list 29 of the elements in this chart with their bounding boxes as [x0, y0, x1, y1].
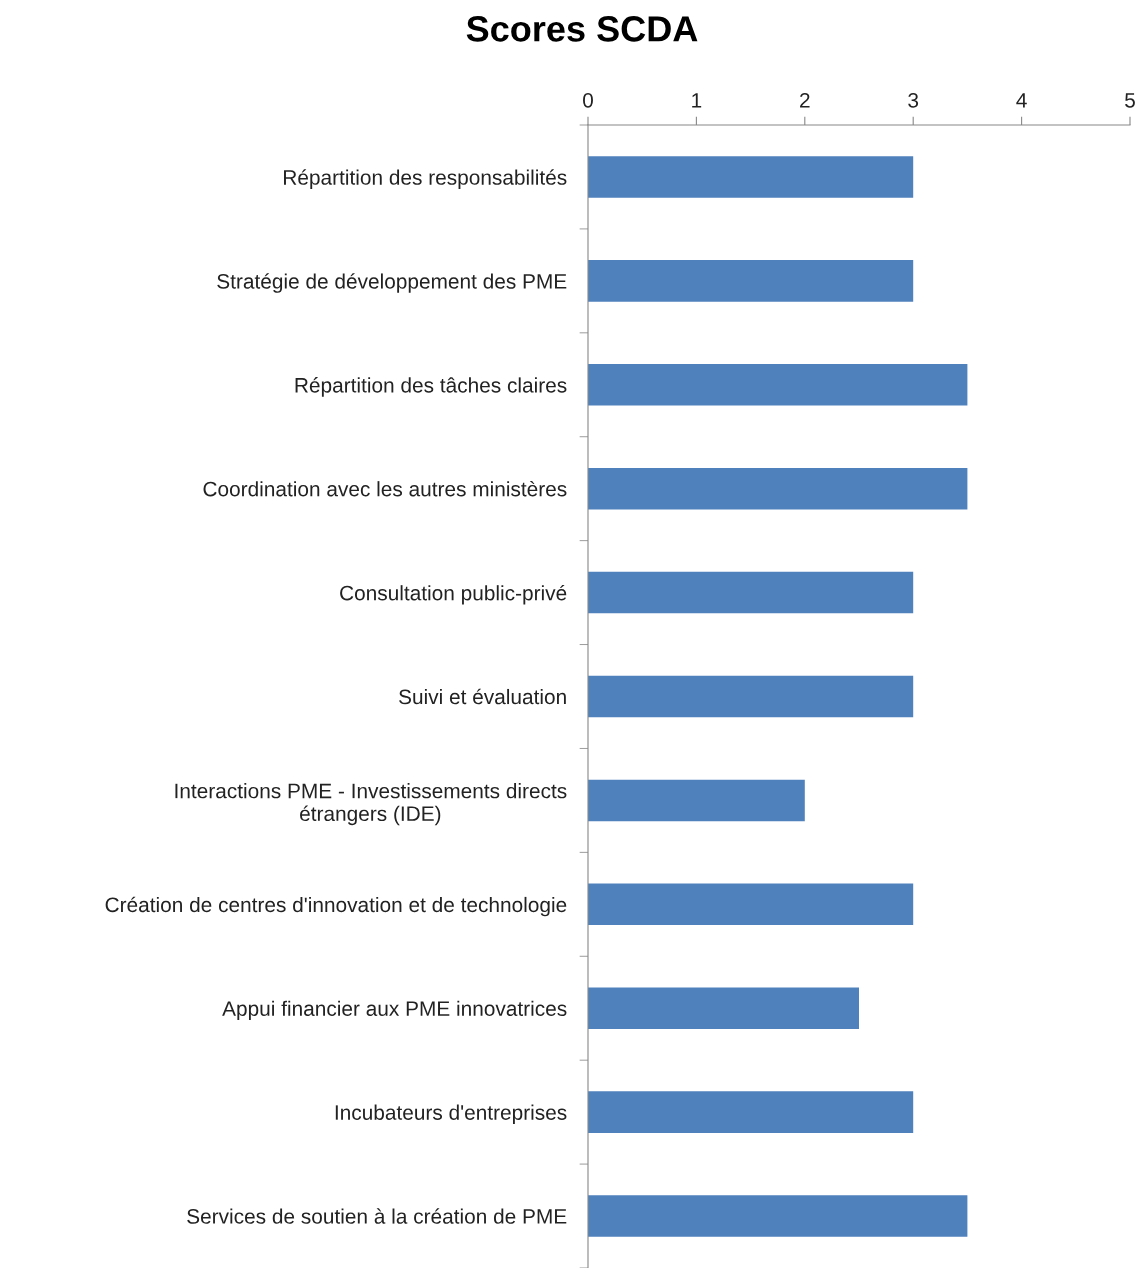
bar [588, 363, 968, 406]
bar [588, 467, 968, 510]
bar [588, 675, 914, 718]
x-tick-label: 5 [1125, 93, 1135, 108]
y-tick-label: Suivi et évaluation [399, 688, 566, 705]
x-tick-label: 2 [800, 92, 810, 108]
chart-title: Scores SCDA [466, 16, 698, 42]
y-tick-label: Appui financier aux PME innovatrices [222, 1000, 567, 1021]
x-tick-label: 3 [908, 92, 919, 108]
x-tick-label: 0 [583, 92, 593, 108]
y-tick-label: Coordination avec les autres ministères [203, 480, 567, 497]
y-tick-label: Création de centres d'innovation et de technologie [105, 896, 567, 917]
y-tick-label: Consultation public-privé [340, 584, 567, 605]
bar [588, 1195, 968, 1237]
y-tick-label: Répartition des responsabilités [284, 169, 567, 189]
bar [588, 260, 914, 302]
y-tick-label: Services de soutien à la création de PME [187, 1208, 567, 1224]
bar [588, 987, 859, 1030]
x-tick-label: 1 [692, 93, 702, 108]
y-tick-label: Répartition des tâches claires [295, 377, 567, 397]
y-tick-label: Incubateurs d'entreprises [335, 1104, 567, 1125]
bar [588, 571, 914, 614]
bar [588, 1091, 914, 1133]
bar [588, 883, 914, 926]
y-tick-label: Interactions PME - Investissements directs étrangers (IDE) [175, 783, 567, 826]
x-tick-label: 4 [1016, 93, 1027, 108]
bar [588, 779, 805, 822]
y-tick-label: Stratégie de développement des PME [217, 273, 567, 293]
bar [588, 156, 914, 198]
